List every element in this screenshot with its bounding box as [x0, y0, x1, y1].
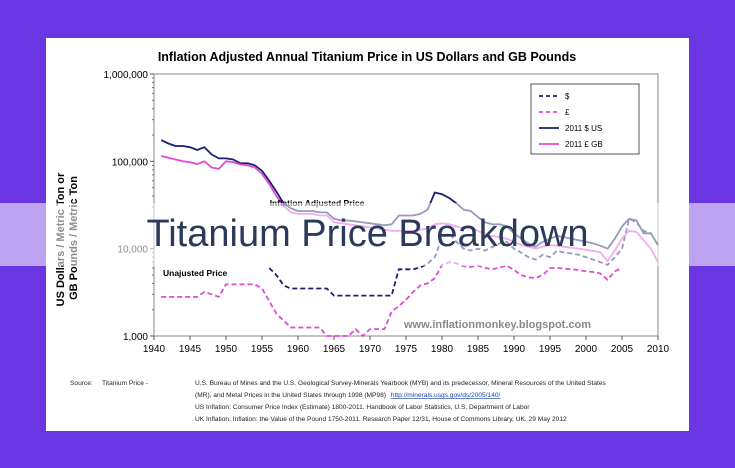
x-tick-label: 1940 [143, 344, 166, 355]
x-tick-label: 1950 [215, 344, 238, 355]
y-tick-label: 1,000,000 [104, 70, 149, 81]
annotation-unadjusted: Unajusted Price [163, 268, 228, 278]
x-tick-label: 2010 [647, 344, 670, 355]
x-tick-label: 1970 [359, 344, 382, 355]
source-line4: UK Inflation: Inflation: the Value of th… [195, 416, 567, 423]
x-tick-label: 1975 [395, 344, 418, 355]
source-link[interactable]: http://minerals.usgs.gov/ds/2005/140/ [391, 392, 501, 399]
y-tick-label: 100,000 [112, 157, 149, 168]
watermark-text: www.inflationmonkey.blogspot.com [403, 319, 591, 331]
title-band [0, 203, 735, 266]
x-tick-label: 1985 [467, 344, 490, 355]
legend-label-3: 2011 £ GB [565, 140, 603, 149]
source-notes: Source: Titanium Price - U.S. Bureau of … [70, 380, 607, 423]
legend-label-0: $ [565, 92, 570, 101]
chart-title: Inflation Adjusted Annual Titanium Price… [158, 50, 576, 64]
x-tick-label: 1990 [503, 344, 526, 355]
source-line2: (MR), and Metal Prices in the United Sta… [195, 392, 501, 399]
legend-label-1: £ [565, 108, 570, 117]
source-label: Source: [70, 380, 93, 387]
source-item: Titanium Price - [102, 380, 148, 387]
legend: $ £2011 $ US 2011 £ GB [530, 83, 640, 155]
x-tick-label: 1980 [431, 344, 454, 355]
x-tick-label: 2005 [611, 344, 634, 355]
source-line1: U.S. Bureau of Mines and the U.S. Geolog… [195, 380, 607, 387]
y-tick-label: 1,000 [123, 332, 148, 343]
legend-label-2: 2011 $ US [565, 124, 602, 133]
x-tick-label: 1995 [539, 344, 562, 355]
slide-title: Titanium Price Breakdown [146, 213, 589, 255]
x-tick-label: 1955 [251, 344, 274, 355]
source-line2-text: (MR), and Metal Prices in the United Sta… [195, 392, 386, 399]
x-tick-label: 2000 [575, 344, 598, 355]
x-tick-label: 1945 [179, 344, 202, 355]
source-line3: US Inflation: Consumer Price Index (Esti… [195, 404, 530, 411]
x-tick-label: 1960 [287, 344, 310, 355]
x-tick-label: 1965 [323, 344, 346, 355]
series-line-1 [161, 261, 623, 337]
